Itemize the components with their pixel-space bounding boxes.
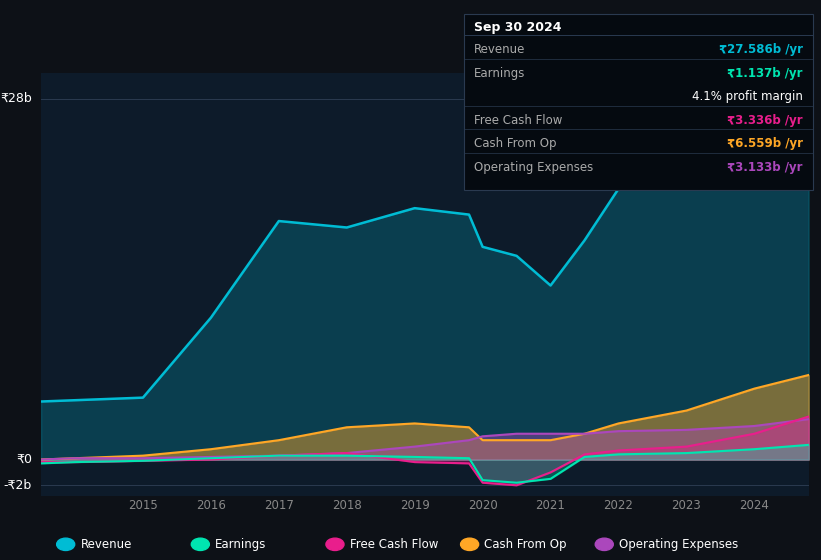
Text: 2024: 2024: [740, 500, 769, 512]
Text: Cash From Op: Cash From Op: [474, 137, 556, 150]
Text: -₹2b: -₹2b: [3, 479, 32, 492]
Text: 2017: 2017: [264, 500, 294, 512]
Text: 2015: 2015: [128, 500, 158, 512]
Text: 2016: 2016: [196, 500, 226, 512]
Text: Operating Expenses: Operating Expenses: [474, 161, 593, 174]
Text: 4.1% profit margin: 4.1% profit margin: [692, 90, 803, 103]
Text: Cash From Op: Cash From Op: [484, 538, 566, 551]
Text: Revenue: Revenue: [474, 43, 525, 56]
Text: ₹1.137b /yr: ₹1.137b /yr: [727, 67, 803, 80]
Text: Sep 30 2024: Sep 30 2024: [474, 21, 562, 34]
Text: ₹6.559b /yr: ₹6.559b /yr: [727, 137, 803, 150]
Text: ₹27.586b /yr: ₹27.586b /yr: [719, 43, 803, 56]
Text: 2019: 2019: [400, 500, 429, 512]
Text: Operating Expenses: Operating Expenses: [619, 538, 738, 551]
Text: Free Cash Flow: Free Cash Flow: [350, 538, 438, 551]
Text: Earnings: Earnings: [215, 538, 267, 551]
Text: 2021: 2021: [535, 500, 566, 512]
Text: 2020: 2020: [468, 500, 498, 512]
Text: ₹0: ₹0: [16, 453, 32, 466]
Text: 2023: 2023: [672, 500, 701, 512]
Text: ₹3.133b /yr: ₹3.133b /yr: [727, 161, 803, 174]
Text: ₹3.336b /yr: ₹3.336b /yr: [727, 114, 803, 127]
Text: Free Cash Flow: Free Cash Flow: [474, 114, 562, 127]
Text: Earnings: Earnings: [474, 67, 525, 80]
Text: 2022: 2022: [603, 500, 634, 512]
Text: Revenue: Revenue: [80, 538, 132, 551]
Text: 2018: 2018: [332, 500, 361, 512]
Text: ₹28b: ₹28b: [0, 92, 32, 105]
